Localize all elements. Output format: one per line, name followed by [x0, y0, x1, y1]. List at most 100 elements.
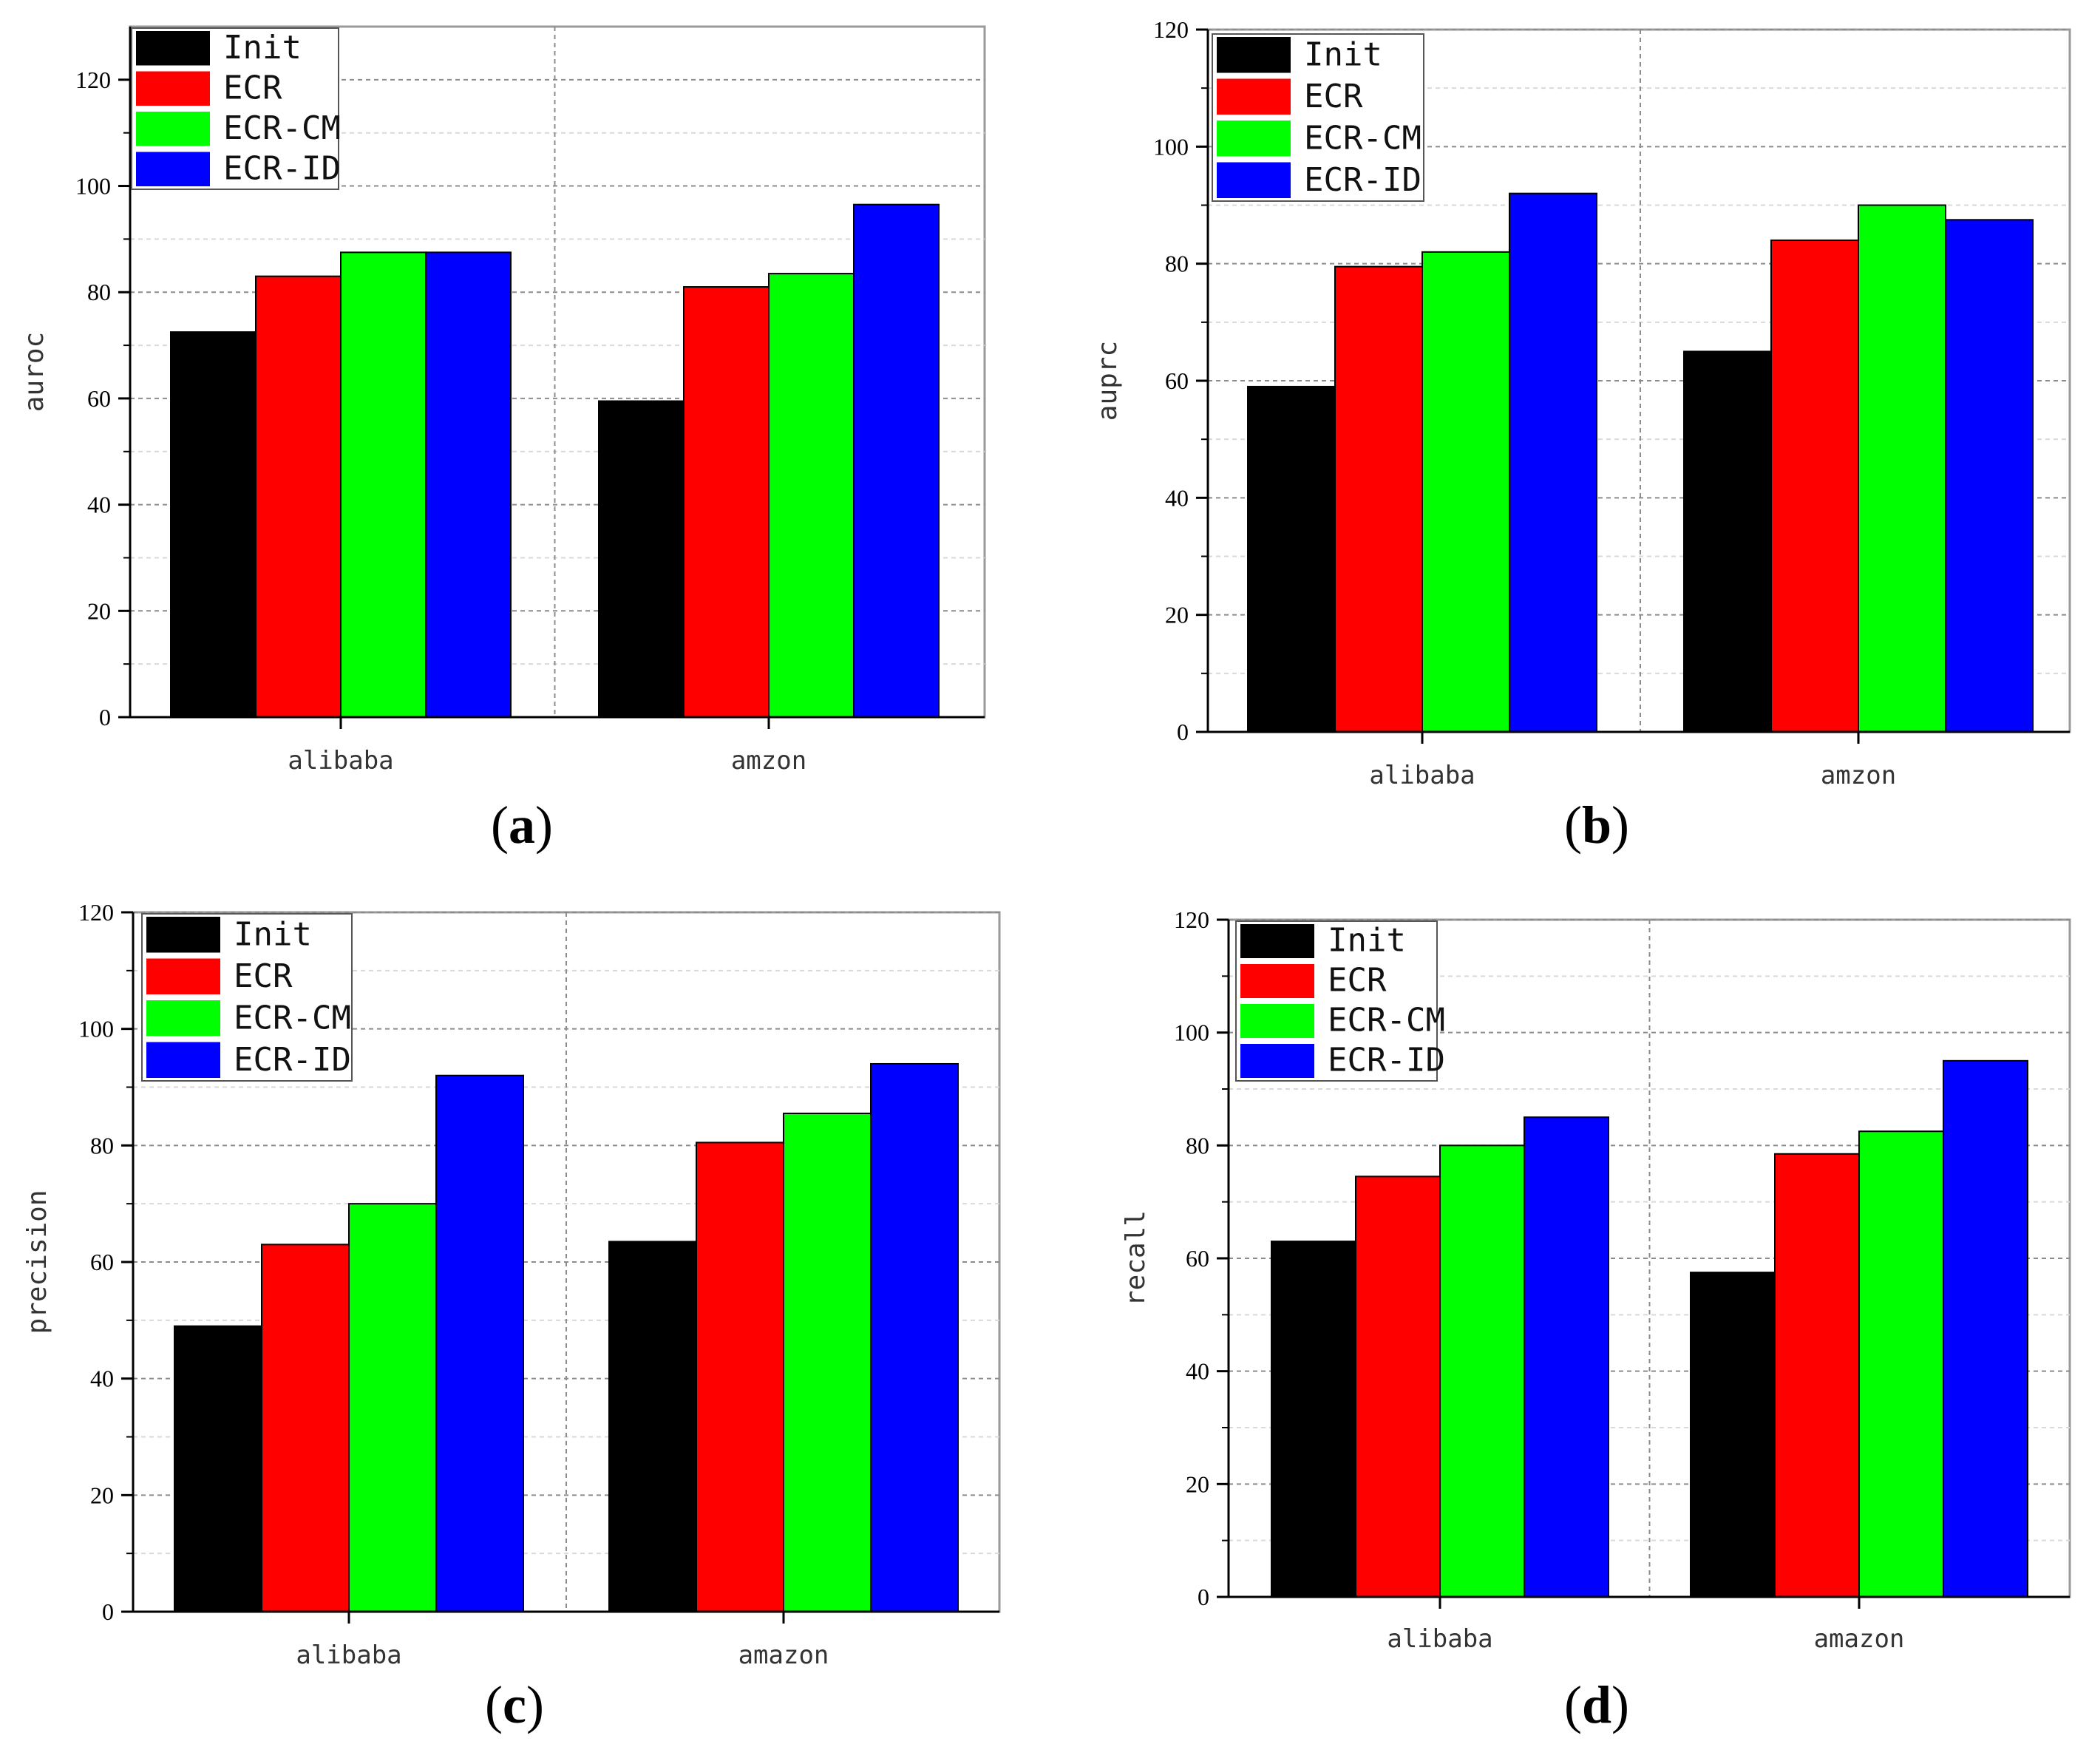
- y-tick-label: 100: [75, 173, 111, 200]
- x-tick-label: alibaba: [296, 1641, 401, 1670]
- y-tick-label: 100: [1174, 1020, 1209, 1046]
- legend-swatch-ecr-id: [136, 152, 210, 186]
- bar-init-alibaba: [170, 331, 257, 719]
- x-tick-label: amzon: [731, 746, 806, 776]
- y-tick-label: 60: [1186, 1245, 1209, 1272]
- y-tick-label: 0: [102, 1598, 114, 1625]
- bars: [170, 203, 940, 719]
- bar-init-amazon: [1690, 1272, 1776, 1598]
- bar-ecr-cm-amzon: [1858, 204, 1946, 733]
- y-tick-label: 40: [87, 492, 111, 518]
- legend-label-ecr: ECR: [1304, 78, 1363, 115]
- legend-label-init: Init: [1328, 922, 1406, 960]
- legend-swatch-init: [1217, 37, 1291, 73]
- legend-label-ecr: ECR: [1328, 962, 1387, 1000]
- bar-ecr-cm-alibaba: [1439, 1144, 1525, 1598]
- legend-label-ecr-cm: ECR-CM: [234, 999, 351, 1037]
- grid: [133, 912, 999, 1612]
- bar-ecr-id-amzon: [853, 203, 940, 718]
- bar-ecr-alibaba: [1334, 265, 1423, 733]
- x-tick-label: amazon: [738, 1641, 829, 1670]
- legend-label-init: Init: [234, 915, 312, 953]
- legend-swatch-ecr-cm: [136, 112, 210, 146]
- bars: [1247, 192, 2034, 733]
- bar-ecr-amzon: [1770, 240, 1859, 733]
- bar-ecr-alibaba: [261, 1244, 350, 1612]
- bar-ecr-cm-alibaba: [348, 1203, 437, 1612]
- bar-ecr-cm-amzon: [768, 273, 855, 719]
- bar-ecr-amazon: [696, 1141, 784, 1613]
- legend-swatch-ecr: [136, 71, 210, 106]
- legend-swatch-ecr: [1217, 78, 1291, 115]
- bar-init-amzon: [1683, 350, 1772, 733]
- legend-label-ecr-id: ECR-ID: [223, 150, 341, 188]
- legend-label-ecr-id: ECR-ID: [234, 1041, 351, 1079]
- bar-ecr-id-alibaba: [425, 251, 512, 719]
- y-tick-label: 40: [1186, 1358, 1209, 1385]
- bar-ecr-id-amazon: [1943, 1059, 2028, 1598]
- y-axis-title: precision: [22, 1190, 52, 1334]
- legend-label-ecr: ECR: [223, 69, 282, 107]
- bar-ecr-cm-alibaba: [1421, 251, 1510, 733]
- legend-swatch-ecr-id: [146, 1042, 220, 1078]
- legend-label-ecr-cm: ECR-CM: [1304, 119, 1421, 157]
- legend-swatch-ecr: [146, 958, 220, 994]
- legend-swatch-init: [136, 31, 210, 66]
- legend-swatch-ecr-cm: [1217, 121, 1291, 157]
- y-tick-label: 20: [87, 597, 111, 624]
- bar-ecr-id-alibaba: [1524, 1116, 1609, 1598]
- y-axis-title: auroc: [19, 332, 50, 412]
- legend-swatch-ecr: [1240, 964, 1314, 998]
- bar-init-alibaba: [174, 1325, 262, 1612]
- bar-ecr-alibaba: [255, 275, 342, 718]
- bar-ecr-cm-alibaba: [340, 251, 427, 719]
- bar-init-alibaba: [1247, 385, 1336, 733]
- y-tick-label: 80: [90, 1132, 114, 1159]
- legend-label-ecr-id: ECR-ID: [1304, 161, 1421, 199]
- x-tick-label: amzon: [1821, 761, 1896, 790]
- y-tick-label: 0: [99, 704, 111, 730]
- y-tick-label: 20: [1186, 1470, 1209, 1497]
- bar-ecr-id-alibaba: [1509, 192, 1597, 733]
- y-tick-label: 60: [87, 385, 111, 412]
- y-tick-label: 60: [90, 1249, 114, 1275]
- y-tick-label: 20: [90, 1482, 114, 1508]
- x-tick-label: alibaba: [1369, 761, 1475, 790]
- legend-swatch-ecr-cm: [1240, 1004, 1314, 1038]
- legend-swatch-init: [146, 917, 220, 953]
- y-tick-label: 80: [1186, 1132, 1209, 1159]
- panel-label: (a): [491, 796, 553, 855]
- y-tick-label: 20: [1165, 602, 1189, 628]
- bar-ecr-alibaba: [1355, 1176, 1441, 1598]
- bar-ecr-amazon: [1774, 1153, 1860, 1598]
- legend-swatch-ecr-id: [1240, 1044, 1314, 1078]
- legend-label-ecr-cm: ECR-CM: [223, 109, 341, 147]
- legend-swatch-init: [1240, 924, 1314, 958]
- y-tick-label: 120: [78, 899, 114, 926]
- bar-init-amazon: [608, 1241, 697, 1612]
- panel-label: (d): [1564, 1675, 1629, 1734]
- bars: [174, 1062, 959, 1613]
- bar-ecr-cm-amazon: [1858, 1130, 1944, 1598]
- y-tick-label: 80: [1165, 251, 1189, 277]
- y-tick-label: 120: [1174, 906, 1209, 933]
- y-tick-label: 80: [87, 279, 111, 305]
- legend-label-ecr-id: ECR-ID: [1328, 1042, 1445, 1079]
- bar-ecr-id-alibaba: [435, 1074, 524, 1612]
- y-tick-label: 0: [1177, 719, 1189, 745]
- y-tick-label: 120: [1153, 16, 1189, 43]
- y-tick-label: 40: [90, 1366, 114, 1392]
- y-tick-label: 40: [1165, 484, 1189, 511]
- legend-swatch-ecr-id: [1217, 162, 1291, 198]
- bar-ecr-id-amzon: [1945, 219, 2034, 733]
- legend-label-ecr: ECR: [234, 957, 293, 995]
- bar-init-alibaba: [1271, 1241, 1356, 1598]
- x-tick-label: amazon: [1814, 1624, 1905, 1654]
- panel-label: (c): [485, 1675, 544, 1734]
- panel-label: (b): [1564, 796, 1629, 855]
- y-tick-label: 100: [78, 1016, 114, 1042]
